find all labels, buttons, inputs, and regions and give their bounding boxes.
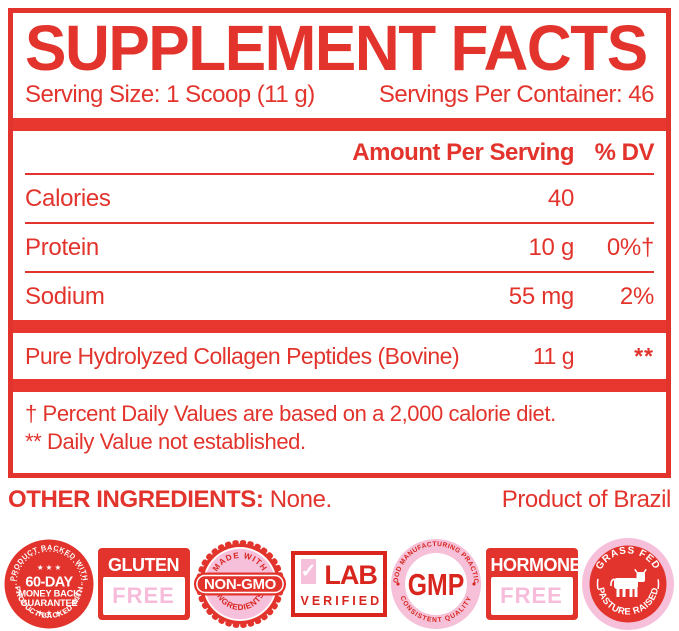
panel-title: SUPPLEMENT FACTS bbox=[25, 12, 648, 84]
table-row-calories: Calories 40 bbox=[25, 175, 654, 224]
below-panel-row: OTHER INGREDIENTS: None. Product of Braz… bbox=[8, 486, 671, 514]
facts-table: Amount Per Serving % DV Calories 40 Prot… bbox=[25, 131, 655, 320]
row-amount: 10 g bbox=[528, 233, 574, 261]
badge-title: 60-DAY bbox=[25, 574, 73, 590]
table-row-sodium: Sodium 55 mg 2% bbox=[25, 273, 654, 320]
divider-thick-bar bbox=[13, 379, 666, 392]
badge-top-label: HORMONE bbox=[490, 554, 582, 575]
row-amount: 40 bbox=[547, 184, 574, 212]
side-arc-ticks bbox=[596, 552, 660, 615]
other-ingredients: OTHER INGREDIENTS: None. bbox=[8, 486, 332, 514]
col-header-dv: % DV bbox=[594, 139, 655, 166]
row-dv: 2% bbox=[619, 282, 654, 310]
table-row-protein: Protein 10 g 0%† bbox=[25, 224, 654, 273]
badge-line3: GUARANTEE bbox=[20, 598, 77, 608]
gmp-badge: GOOD MANUFACTURING PRACTICE CONSISTENT Q… bbox=[390, 538, 481, 629]
hormone-free-badge: HORMONE FREE bbox=[485, 547, 582, 620]
badge-line2: MONEY BACK bbox=[18, 588, 80, 598]
row-amount: 55 mg bbox=[508, 282, 575, 310]
badge-bottom-label: FREE bbox=[102, 576, 185, 615]
row-dv: 0%† bbox=[606, 233, 654, 261]
certification-badges-row: PRODUCT BACKED WITH PRODUCT BACKED WITH … bbox=[4, 536, 675, 631]
supplement-facts-panel: SUPPLEMENT FACTS Serving Size: 1 Scoop (… bbox=[8, 8, 671, 478]
center-band-border bbox=[196, 574, 284, 593]
cow-icon bbox=[610, 568, 647, 597]
serving-size: Serving Size: 1 Scoop (11 g) bbox=[25, 81, 315, 108]
row-dv: ** bbox=[634, 342, 654, 369]
badge-center-label: GMP bbox=[408, 567, 464, 601]
badge-title: LAB bbox=[324, 560, 377, 590]
dashed-ring bbox=[15, 549, 83, 618]
badge-top-label: GLUTEN bbox=[108, 554, 180, 575]
lab-badge-row: ✓ LAB bbox=[300, 559, 378, 591]
money-back-guarantee-badge: PRODUCT BACKED WITH PRODUCT BACKED WITH … bbox=[4, 539, 94, 628]
footnote-daily-value: † Percent Daily Values are based on a 2,… bbox=[25, 401, 556, 426]
servings-per-container: Servings Per Container: 46 bbox=[378, 81, 655, 108]
diamond-ornament-right bbox=[472, 581, 476, 586]
non-gmo-badge: MADE WITH INGREDIENTS NON-GMO bbox=[194, 539, 286, 628]
footnotes: † Percent Daily Values are based on a 2,… bbox=[25, 400, 654, 456]
checkmark-icon: ✓ bbox=[300, 559, 317, 584]
row-name: Sodium bbox=[25, 282, 105, 310]
row-name: Protein bbox=[25, 233, 99, 261]
divider-thick-bar bbox=[13, 118, 666, 131]
lab-verified-badge: ✓ LAB VERIFIED bbox=[290, 550, 387, 617]
divider-thick-bar bbox=[13, 320, 666, 333]
other-ingredients-label: OTHER INGREDIENTS: bbox=[8, 486, 264, 513]
badge-bottom-label: FREE bbox=[490, 576, 573, 615]
badge-circle bbox=[4, 539, 94, 628]
serving-info-row: Serving Size: 1 Scoop (11 g) Servings Pe… bbox=[25, 81, 655, 109]
badge-subtitle: VERIFIED bbox=[300, 594, 383, 608]
footnote-not-established: ** Daily Value not established. bbox=[25, 429, 306, 454]
stars-top: ★ ★ ★ bbox=[37, 563, 62, 572]
center-band bbox=[194, 572, 286, 595]
product-origin: Product of Brazil bbox=[501, 486, 672, 513]
row-name: Calories bbox=[25, 184, 111, 212]
diamond-ornament-left bbox=[396, 581, 400, 586]
gluten-free-badge: GLUTEN FREE bbox=[97, 547, 190, 620]
table-header-row: Amount Per Serving % DV bbox=[25, 131, 655, 175]
row-name: Pure Hydrolyzed Collagen Peptides (Bovin… bbox=[25, 342, 460, 369]
col-header-amount: Amount Per Serving bbox=[352, 139, 574, 166]
row-amount: 11 g bbox=[532, 342, 575, 369]
badge-center-label: NON-GMO bbox=[204, 576, 277, 593]
table-row-collagen: Pure Hydrolyzed Collagen Peptides (Bovin… bbox=[25, 333, 654, 379]
other-ingredients-value: None. bbox=[263, 486, 332, 513]
grass-fed-badge: GRASS FED PASTURE RAISED bbox=[582, 537, 674, 630]
gmp-center bbox=[405, 552, 467, 615]
stars-bottom: ★ ★ ★ bbox=[37, 608, 62, 617]
